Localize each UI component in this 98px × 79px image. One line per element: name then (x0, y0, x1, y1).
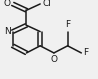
Text: N: N (4, 27, 11, 36)
Text: F: F (65, 20, 70, 29)
Text: O: O (4, 0, 11, 8)
Text: O: O (50, 55, 57, 64)
Text: Cl: Cl (42, 0, 51, 8)
Text: F: F (83, 48, 88, 57)
